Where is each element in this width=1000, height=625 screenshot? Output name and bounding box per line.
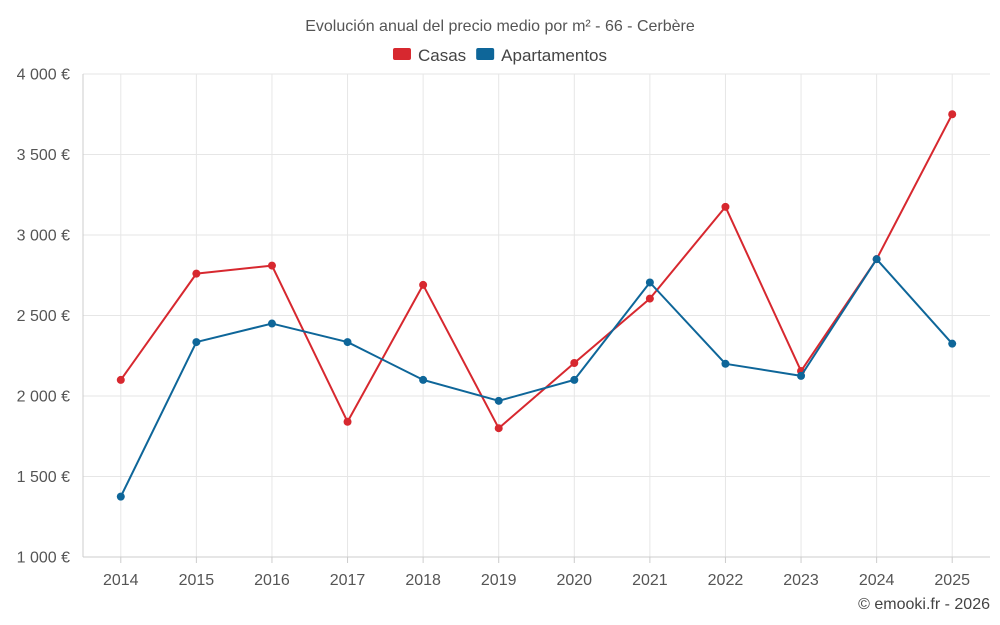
y-tick-label: 3 000 € (17, 228, 70, 245)
y-tick-label: 3 500 € (17, 147, 70, 164)
legend-swatch (476, 48, 495, 60)
data-point-casas[interactable] (419, 280, 428, 289)
data-point-apartamentos[interactable] (948, 339, 957, 348)
legend-label[interactable]: Apartamentos (501, 46, 607, 65)
grid (83, 73, 990, 557)
data-point-casas[interactable] (192, 269, 201, 278)
data-point-casas[interactable] (721, 202, 730, 211)
data-point-apartamentos[interactable] (645, 278, 654, 287)
data-point-casas[interactable] (116, 375, 125, 384)
y-tick-label: 1 000 € (17, 550, 70, 567)
x-axis: 2014 2015 2016 2017 2018 2019 2020 2021 2022 2023… (83, 556, 990, 589)
x-tick-label: 2021 (632, 572, 668, 589)
credit-text: © emooki.fr - 2026 (858, 596, 990, 613)
x-tick-label: 2015 (179, 572, 215, 589)
data-point-casas[interactable] (645, 294, 654, 303)
chart-title: Evolución anual del precio medio por m² … (305, 18, 695, 35)
y-tick-label: 1 500 € (17, 469, 70, 486)
data-point-casas[interactable] (267, 261, 276, 270)
data-point-casas[interactable] (494, 424, 503, 433)
data-point-apartamentos[interactable] (267, 319, 276, 328)
series-apartamentos (116, 255, 957, 501)
data-point-apartamentos[interactable] (116, 492, 125, 501)
x-tick-label: 2019 (481, 572, 517, 589)
legend: Casas Apartamentos (392, 46, 607, 65)
data-point-apartamentos[interactable] (419, 375, 428, 384)
data-point-apartamentos[interactable] (494, 396, 503, 405)
data-point-apartamentos[interactable] (872, 255, 881, 264)
x-tick-label: 2020 (556, 572, 592, 589)
data-point-casas[interactable] (343, 417, 352, 426)
legend-swatch (392, 48, 411, 60)
series-line-casas (119, 113, 954, 430)
series-casas (116, 110, 957, 433)
y-tick-label: 2 000 € (17, 389, 70, 406)
data-point-apartamentos[interactable] (570, 375, 579, 384)
data-point-apartamentos[interactable] (797, 371, 806, 380)
y-axis: 1 000 € 1 500 € 2 000 € 2 500 € 3 000 € 3 500… (17, 67, 84, 567)
x-tick-label: 2025 (934, 572, 970, 589)
legend-label[interactable]: Casas (418, 46, 466, 65)
x-tick-label: 2023 (783, 572, 819, 589)
data-point-casas[interactable] (570, 358, 579, 367)
data-point-apartamentos[interactable] (192, 338, 201, 347)
series-line-apartamentos (119, 258, 953, 498)
x-tick-label: 2017 (330, 572, 366, 589)
y-tick-label: 4 000 € (17, 67, 70, 84)
series-group (116, 110, 957, 501)
x-tick-label: 2024 (859, 572, 895, 589)
data-point-apartamentos[interactable] (343, 338, 352, 347)
y-tick-label: 2 500 € (17, 308, 70, 325)
x-tick-label: 2018 (405, 572, 441, 589)
data-point-casas[interactable] (948, 110, 957, 119)
x-tick-label: 2016 (254, 572, 290, 589)
data-point-apartamentos[interactable] (721, 359, 730, 368)
x-tick-label: 2014 (103, 572, 139, 589)
x-tick-label: 2022 (708, 572, 744, 589)
